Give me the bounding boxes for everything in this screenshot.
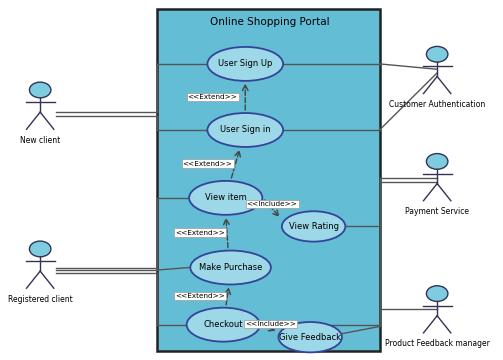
Text: Make Purchase: Make Purchase	[199, 263, 262, 272]
Text: User Sign Up: User Sign Up	[218, 59, 273, 68]
Text: View item: View item	[205, 193, 246, 202]
Text: New client: New client	[20, 136, 60, 145]
Ellipse shape	[190, 251, 271, 284]
Circle shape	[29, 241, 51, 257]
Text: <<Include>>: <<Include>>	[246, 201, 298, 207]
Ellipse shape	[187, 308, 260, 342]
Circle shape	[427, 154, 448, 169]
Ellipse shape	[282, 211, 346, 242]
Circle shape	[427, 286, 448, 301]
Text: View Rating: View Rating	[289, 222, 339, 231]
Text: <<Include>>: <<Include>>	[245, 321, 296, 327]
Text: <<Extend>>: <<Extend>>	[176, 293, 225, 299]
Text: <<Extend>>: <<Extend>>	[176, 230, 225, 235]
Circle shape	[29, 82, 51, 98]
Ellipse shape	[207, 113, 283, 147]
Ellipse shape	[279, 322, 342, 352]
Circle shape	[427, 46, 448, 62]
Ellipse shape	[189, 181, 263, 215]
Text: Product Feedback manager: Product Feedback manager	[385, 339, 489, 348]
Ellipse shape	[207, 47, 283, 81]
Text: <<Extend>>: <<Extend>>	[183, 161, 232, 167]
Text: Give Feedback: Give Feedback	[279, 333, 341, 342]
Text: Customer Authentication: Customer Authentication	[389, 100, 485, 109]
Text: Online Shopping Portal: Online Shopping Portal	[210, 18, 329, 27]
Text: User Sign in: User Sign in	[220, 126, 271, 135]
FancyBboxPatch shape	[157, 9, 380, 351]
Text: Checkout: Checkout	[204, 320, 243, 329]
Text: <<Extend>>: <<Extend>>	[188, 94, 237, 100]
Text: Payment Service: Payment Service	[405, 207, 469, 216]
Text: Registered client: Registered client	[8, 295, 72, 304]
